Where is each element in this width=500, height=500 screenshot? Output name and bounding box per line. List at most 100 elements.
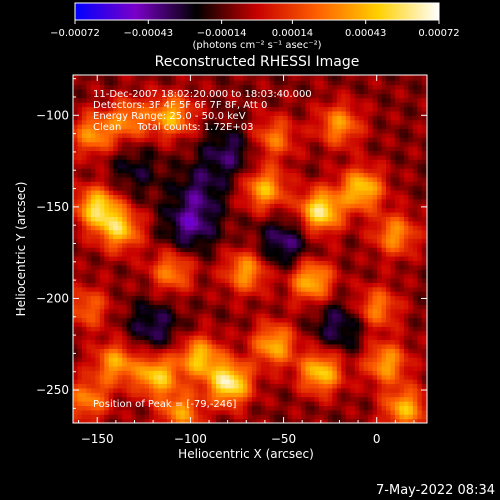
heatmap-pixel [175,110,181,116]
heatmap-pixel [122,102,128,108]
heatmap-pixel [341,321,347,327]
heatmap-pixel [278,299,284,305]
heatmap-pixel [81,409,88,415]
heatmap-pixel [180,238,186,244]
heatmap-pixel [341,141,347,147]
heatmap-pixel [274,181,280,187]
heatmap-pixel [274,146,280,152]
heatmap-pixel [278,317,284,323]
heatmap-pixel [202,251,208,257]
heatmap-pixel [292,370,298,376]
heatmap-pixel [309,163,316,169]
heatmap-pixel [318,102,325,108]
heatmap-pixel [350,365,356,371]
heatmap-pixel [108,115,114,121]
heatmap-pixel [175,295,181,301]
heatmap-pixel [122,396,128,402]
heatmap-pixel [99,414,105,420]
heatmap-pixel [269,405,275,411]
heatmap-pixel [332,365,338,371]
heatmap-pixel [265,286,271,292]
heatmap-pixel [301,176,307,182]
heatmap-pixel [309,132,316,138]
heatmap-pixel [305,115,311,121]
heatmap-pixel [296,110,302,116]
heatmap-pixel [301,181,307,187]
heatmap-pixel [283,396,289,402]
heatmap-pixel [81,124,88,130]
heatmap-pixel [274,264,280,270]
heatmap-pixel [198,396,204,402]
heatmap-pixel [238,185,244,191]
heatmap-pixel [131,291,137,297]
heatmap-pixel [287,225,293,231]
heatmap-pixel [225,220,231,226]
heatmap-pixel [108,260,114,266]
heatmap-pixel [336,260,342,266]
heatmap-pixel [157,207,164,213]
heatmap-pixel [108,80,114,86]
heatmap-pixel [140,269,146,275]
heatmap-pixel [166,172,172,178]
heatmap-pixel [274,335,280,341]
heatmap-pixel [242,212,248,217]
heatmap-pixel [207,321,213,327]
heatmap-pixel [184,260,190,266]
heatmap-pixel [265,198,271,204]
heatmap-pixel [81,348,88,354]
heatmap-pixel [341,308,347,314]
heatmap-pixel [140,128,146,134]
heatmap-pixel [220,102,226,108]
heatmap-pixel [153,409,159,415]
heatmap-pixel [95,88,101,94]
heatmap-pixel [171,75,177,77]
heatmap-pixel [314,335,320,341]
heatmap-pixel [73,414,79,420]
heatmap-pixel [108,409,114,415]
heatmap-pixel [305,229,311,235]
heatmap-pixel [140,207,146,213]
heatmap-pixel [171,357,177,363]
heatmap-pixel [233,260,240,266]
heatmap-pixel [117,414,123,420]
heatmap-pixel [274,168,280,174]
heatmap-pixel [202,365,208,371]
heatmap-pixel [283,277,289,283]
heatmap-pixel [207,335,213,341]
heatmap-pixel [180,308,186,314]
heatmap-pixel [216,299,222,305]
heatmap-pixel [153,405,159,411]
heatmap-pixel [122,308,128,314]
heatmap-pixel [269,365,275,371]
heatmap-pixel [202,295,208,301]
heatmap-pixel [225,216,231,222]
heatmap-pixel [171,163,177,169]
heatmap-pixel [296,291,302,297]
heatmap-pixel [166,396,172,402]
heatmap-pixel [296,304,302,310]
heatmap-pixel [296,128,302,134]
heatmap-pixel [229,75,235,81]
heatmap-pixel [305,172,311,178]
heatmap-pixel [242,102,248,108]
heatmap-pixel [108,273,114,279]
heatmap-pixel [108,181,114,187]
heatmap-pixel [207,124,213,130]
heatmap-pixel [336,225,342,231]
heatmap-pixel [77,405,83,411]
heatmap-pixel [216,379,222,385]
heatmap-pixel [157,269,164,275]
heatmap-pixel [189,291,195,297]
heatmap-pixel [104,163,110,169]
heatmap-pixel [198,330,204,336]
heatmap-pixel [202,150,208,156]
heatmap-pixel [189,348,195,354]
heatmap-pixel [211,291,217,297]
heatmap-pixel [104,185,110,191]
heatmap-pixel [287,190,293,196]
heatmap-pixel [323,229,329,235]
heatmap-pixel [126,75,132,77]
heatmap-pixel [171,405,177,411]
heatmap-pixel [113,313,119,319]
heatmap-pixel [81,198,88,204]
